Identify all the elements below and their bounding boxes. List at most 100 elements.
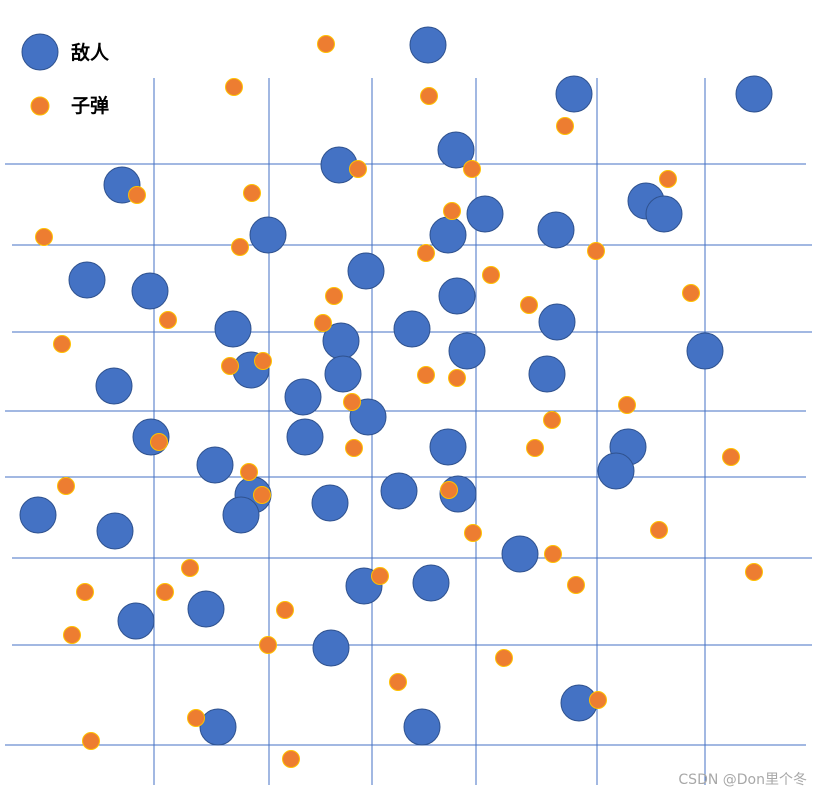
bullet-dot — [448, 369, 466, 387]
bullet-dot — [520, 296, 538, 314]
bullet-dot — [82, 732, 100, 750]
bullet-dot — [345, 439, 363, 457]
bullet-dot — [349, 160, 367, 178]
enemy-circle — [199, 708, 237, 746]
enemy-circle — [68, 261, 106, 299]
enemy-circle — [196, 446, 234, 484]
enemy-circle — [537, 211, 575, 249]
enemy-circle — [311, 484, 349, 522]
bullet-dot — [463, 160, 481, 178]
bullet-dot — [556, 117, 574, 135]
enemy-circle — [437, 131, 475, 169]
bullet-dot — [282, 750, 300, 768]
enemy-circle — [393, 310, 431, 348]
enemy-circle — [131, 272, 169, 310]
legend-enemy-icon — [21, 33, 59, 71]
bullet-dot — [682, 284, 700, 302]
bullet-dot — [150, 433, 168, 451]
enemy-circle — [249, 216, 287, 254]
enemy-circle — [96, 512, 134, 550]
bullet-dot — [221, 357, 239, 375]
bullet-dot — [543, 411, 561, 429]
bullet-dot — [159, 311, 177, 329]
bullet-dot — [618, 396, 636, 414]
bullet-dot — [325, 287, 343, 305]
bullet-dot — [464, 524, 482, 542]
enemy-circle — [324, 355, 362, 393]
enemy-circle — [117, 602, 155, 640]
bullet-dot — [420, 87, 438, 105]
bullet-dot — [254, 352, 272, 370]
enemy-circle — [284, 378, 322, 416]
bullet-dot — [181, 559, 199, 577]
bullet-dot — [63, 626, 81, 644]
enemy-circle — [286, 418, 324, 456]
bullet-dot — [231, 238, 249, 256]
bullet-dot — [389, 673, 407, 691]
legend-enemy-label: 敌人 — [71, 41, 110, 64]
bullet-dot — [53, 335, 71, 353]
bullet-dot — [128, 186, 146, 204]
enemy-circle — [528, 355, 566, 393]
bullet-dot — [35, 228, 53, 246]
bullet-dot — [187, 709, 205, 727]
enemy-circle — [501, 535, 539, 573]
bullet-dot — [417, 366, 435, 384]
enemy-circle — [19, 496, 57, 534]
bullet-dot — [440, 481, 458, 499]
bullet-dot — [443, 202, 461, 220]
bullet-dot — [589, 691, 607, 709]
bullet-dot — [567, 576, 585, 594]
bullet-dot — [276, 601, 294, 619]
enemy-circle — [597, 452, 635, 490]
legend-bullet-icon — [30, 96, 50, 116]
bullet-dot — [243, 184, 261, 202]
enemy-circle — [349, 398, 387, 436]
bullet-dot — [343, 393, 361, 411]
bullet-dot — [259, 636, 277, 654]
enemy-circle — [448, 332, 486, 370]
bullet-dot — [371, 567, 389, 585]
enemy-circle — [429, 216, 467, 254]
bullet-dot — [317, 35, 335, 53]
bullet-dot — [76, 583, 94, 601]
bullet-dot — [526, 439, 544, 457]
bullet-dot — [156, 583, 174, 601]
enemy-circle — [555, 75, 593, 113]
bullet-dot — [544, 545, 562, 563]
bullet-dot — [240, 463, 258, 481]
enemy-circle — [95, 367, 133, 405]
bullet-dot — [314, 314, 332, 332]
enemy-circle — [735, 75, 773, 113]
enemy-circle — [347, 252, 385, 290]
bullet-dot — [650, 521, 668, 539]
enemy-circle — [645, 195, 683, 233]
enemy-circle — [214, 310, 252, 348]
bullet-dot — [659, 170, 677, 188]
enemy-circle — [686, 332, 724, 370]
enemy-circle — [429, 428, 467, 466]
enemy-circle — [412, 564, 450, 602]
enemy-layer — [19, 26, 773, 746]
bullet-dot — [745, 563, 763, 581]
enemy-circle — [312, 629, 350, 667]
enemy-circle — [409, 26, 447, 64]
enemy-circle — [187, 590, 225, 628]
enemy-circle — [380, 472, 418, 510]
bullet-dot — [57, 477, 75, 495]
legend-bullet-label: 子弹 — [71, 94, 109, 117]
enemy-circle — [222, 496, 260, 534]
bullet-dot — [482, 266, 500, 284]
enemy-circle — [438, 277, 476, 315]
bullet-dot — [722, 448, 740, 466]
enemy-circle — [538, 303, 576, 341]
watermark: CSDN @Don里个冬 — [678, 772, 807, 788]
bullet-layer — [35, 35, 763, 768]
grid-lines — [5, 78, 812, 785]
bullet-dot — [587, 242, 605, 260]
enemy-circle — [466, 195, 504, 233]
bullet-dot — [225, 78, 243, 96]
enemy-circle — [403, 708, 441, 746]
bullet-dot — [417, 244, 435, 262]
